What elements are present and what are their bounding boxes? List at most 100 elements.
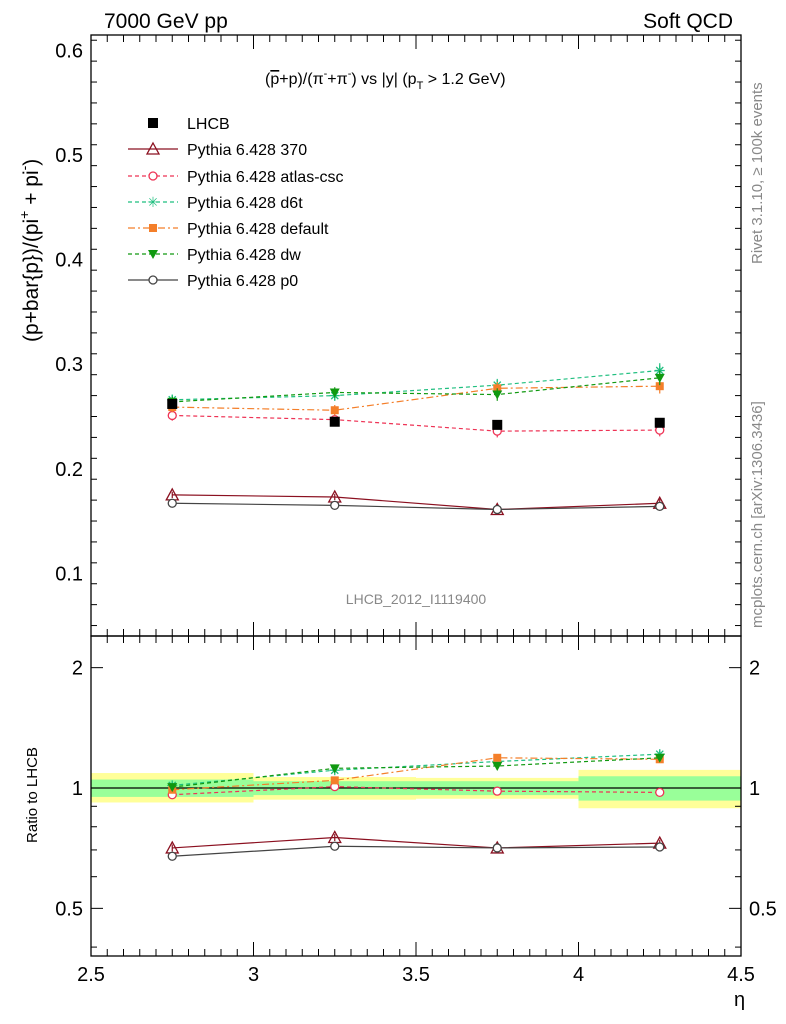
ratio-point-p0-3 (655, 842, 665, 852)
title-c: +π (327, 71, 347, 88)
xtick-label: 4 (573, 964, 584, 986)
rivet-version-label: Rivet 3.1.10, ≥ 100k events (749, 82, 766, 264)
main-ytick-label: 0.2 (55, 459, 83, 481)
data-point-2 (492, 419, 503, 430)
ratio-point-p0-1 (330, 841, 340, 851)
ylabel-sup-minus: - (16, 165, 32, 170)
xtick-label: 4.5 (727, 964, 755, 986)
series-point-p0-1 (330, 500, 340, 510)
legend-label-p0: Pythia 6.428 p0 (187, 273, 298, 290)
main-ytick-label: 0.1 (55, 563, 83, 585)
ratio-point-dw-1 (329, 764, 340, 774)
ratio-plot-area: 0.5 0.5 1 1 2 2 2.5 3 3.5 4 4.5 (55, 635, 777, 986)
main-chart-title: (p+p)/(π-+π-) vs |y| (pT > 1.2 GeV) (265, 68, 506, 92)
xtick-label: 2.5 (77, 964, 105, 986)
mcplots-reference-label: mcplots.cern.ch [arXiv:1306.3436] (749, 401, 766, 628)
series-line-370 (172, 494, 660, 511)
ratio-line-d6t (172, 753, 660, 787)
ratio-point-default-1 (330, 776, 339, 785)
legend-marker-d6t: ✳ (147, 195, 159, 211)
data-point-0 (167, 398, 178, 409)
series-point-default-1 (330, 406, 339, 415)
analysis-id-watermark: LHCB_2012_I1119400 (346, 591, 487, 607)
ratio-point-atlas-csc-3 (655, 787, 665, 798)
ratio-series-dw (167, 753, 665, 793)
series-point-p0-2 (492, 504, 502, 515)
series-point-p0-3 (655, 501, 665, 512)
legend-marker-dw (148, 250, 158, 259)
series-lhcb (167, 398, 665, 430)
legend-marker-default (149, 224, 157, 232)
ratio-line-370 (172, 836, 660, 849)
series-default (168, 378, 664, 416)
series-point-dw-2 (492, 390, 503, 400)
legend-label-370: Pythia 6.428 370 (187, 142, 307, 159)
legend-entry-370: Pythia 6.428 370 (128, 141, 307, 159)
ratio-ytick-label-right: 0.5 (749, 898, 777, 920)
title-sub: T (417, 80, 424, 92)
ratio-line-default (172, 757, 660, 791)
ylabel-mid: + pi (20, 170, 43, 210)
ratio-point-atlas-csc-2 (492, 786, 502, 796)
legend-marker-lhcb (148, 118, 158, 128)
data-point-3 (654, 417, 665, 428)
main-ytick-label: 0.4 (55, 250, 83, 272)
legend-label-dw: Pythia 6.428 dw (187, 247, 301, 264)
title-pbar: p (270, 71, 279, 88)
title-a: ( (265, 71, 271, 88)
ylabel-sup-plus: + (16, 211, 32, 219)
series-point-atlas-csc-0 (167, 410, 177, 421)
ratio-y-axis-label: Ratio to LHCB (24, 747, 41, 843)
ratio-line-dw (172, 757, 660, 788)
legend-label-default: Pythia 6.428 default (187, 221, 329, 238)
title-d: ) vs |y| (p (351, 71, 416, 88)
legend-label-d6t: Pythia 6.428 d6t (187, 195, 303, 212)
legend-marker-p0 (148, 275, 158, 285)
legend-marker-370 (145, 141, 161, 155)
legend-entry-p0: Pythia 6.428 p0 (128, 273, 298, 290)
legend-entry-atlas-csc: Pythia 6.428 atlas-csc (128, 169, 344, 186)
main-y-axis-label: (p+bar{p})/(pi+ + pi-) (16, 159, 43, 342)
legend-label-atlas-csc: Pythia 6.428 atlas-csc (187, 169, 344, 186)
series-point-p0-0 (167, 498, 177, 508)
header-left: 7000 GeV pp (104, 10, 228, 33)
ratio-ytick-label-right: 1 (749, 778, 760, 800)
ratio-ytick-label-left: 2 (72, 658, 83, 680)
xtick-label: 3.5 (402, 964, 430, 986)
ratio-point-dw-2 (492, 762, 503, 772)
legend-entry-lhcb: LHCB (148, 116, 230, 133)
data-point-1 (329, 416, 340, 427)
title-e: > 1.2 GeV) (423, 71, 505, 88)
ratio-ytick-label-right: 2 (749, 658, 760, 680)
series-line-atlas-csc (172, 414, 660, 432)
series-point-dw-3 (654, 373, 665, 383)
series-p0 (167, 498, 665, 515)
header-right: Soft QCD (643, 10, 733, 33)
series-line-p0 (172, 502, 660, 511)
ratio-point-p0-2 (492, 843, 502, 853)
title-sup1: - (324, 68, 328, 80)
series-370 (165, 487, 667, 516)
ratio-line-atlas-csc (172, 786, 660, 796)
series-line-dw (172, 377, 660, 403)
series-dw (167, 370, 665, 408)
series-line-default (172, 385, 660, 411)
title-sup2: - (348, 68, 352, 80)
legend-entry-dw: Pythia 6.428 dw (128, 247, 301, 264)
main-plot-area: 0.1 0.2 0.3 0.4 0.5 0.6 (55, 34, 742, 637)
legend: LHCB Pythia 6.428 370 Pythia 6.428 atlas… (128, 116, 344, 290)
ratio-ytick-label-left: 0.5 (55, 898, 83, 920)
series-point-default-3 (655, 382, 664, 391)
ylabel-main: (p+bar{p})/(pi (20, 219, 43, 342)
ratio-point-dw-0 (167, 783, 178, 793)
ratio-point-default-2 (493, 753, 502, 762)
legend-entry-default: Pythia 6.428 default (128, 221, 329, 238)
ratio-point-p0-0 (167, 851, 177, 861)
ratio-line-p0 (172, 845, 660, 857)
series-point-dw-1 (329, 388, 340, 398)
legend-marker-atlas-csc (148, 171, 158, 181)
ylabel-end: ) (20, 159, 43, 166)
legend-label-lhcb: LHCB (187, 116, 230, 133)
main-ytick-label: 0.6 (55, 41, 83, 63)
ratio-ytick-label-left: 1 (72, 778, 83, 800)
